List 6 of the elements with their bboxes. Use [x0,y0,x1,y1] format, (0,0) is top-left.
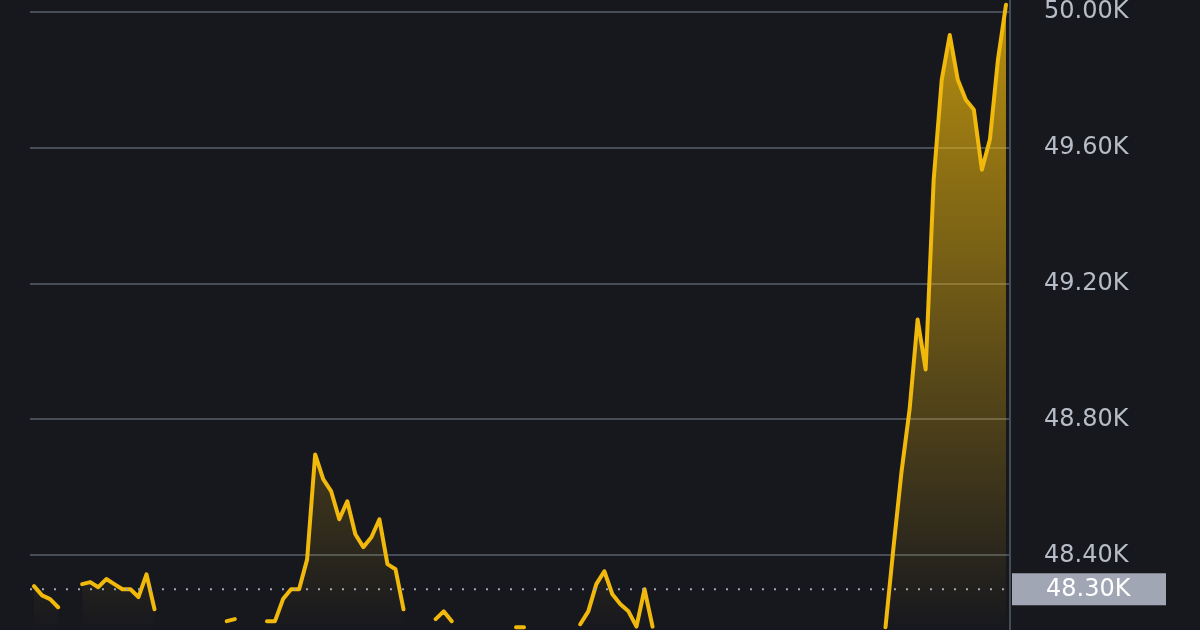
y-tick-label: 49.20K [1044,267,1130,296]
y-tick-label: 49.60K [1044,131,1130,160]
y-tick-label: 48.80K [1044,403,1130,432]
ref-line-label: 48.30K [1046,574,1132,603]
y-tick-label: 50.00K [1044,0,1130,25]
y-tick-label: 48.40K [1044,539,1130,568]
